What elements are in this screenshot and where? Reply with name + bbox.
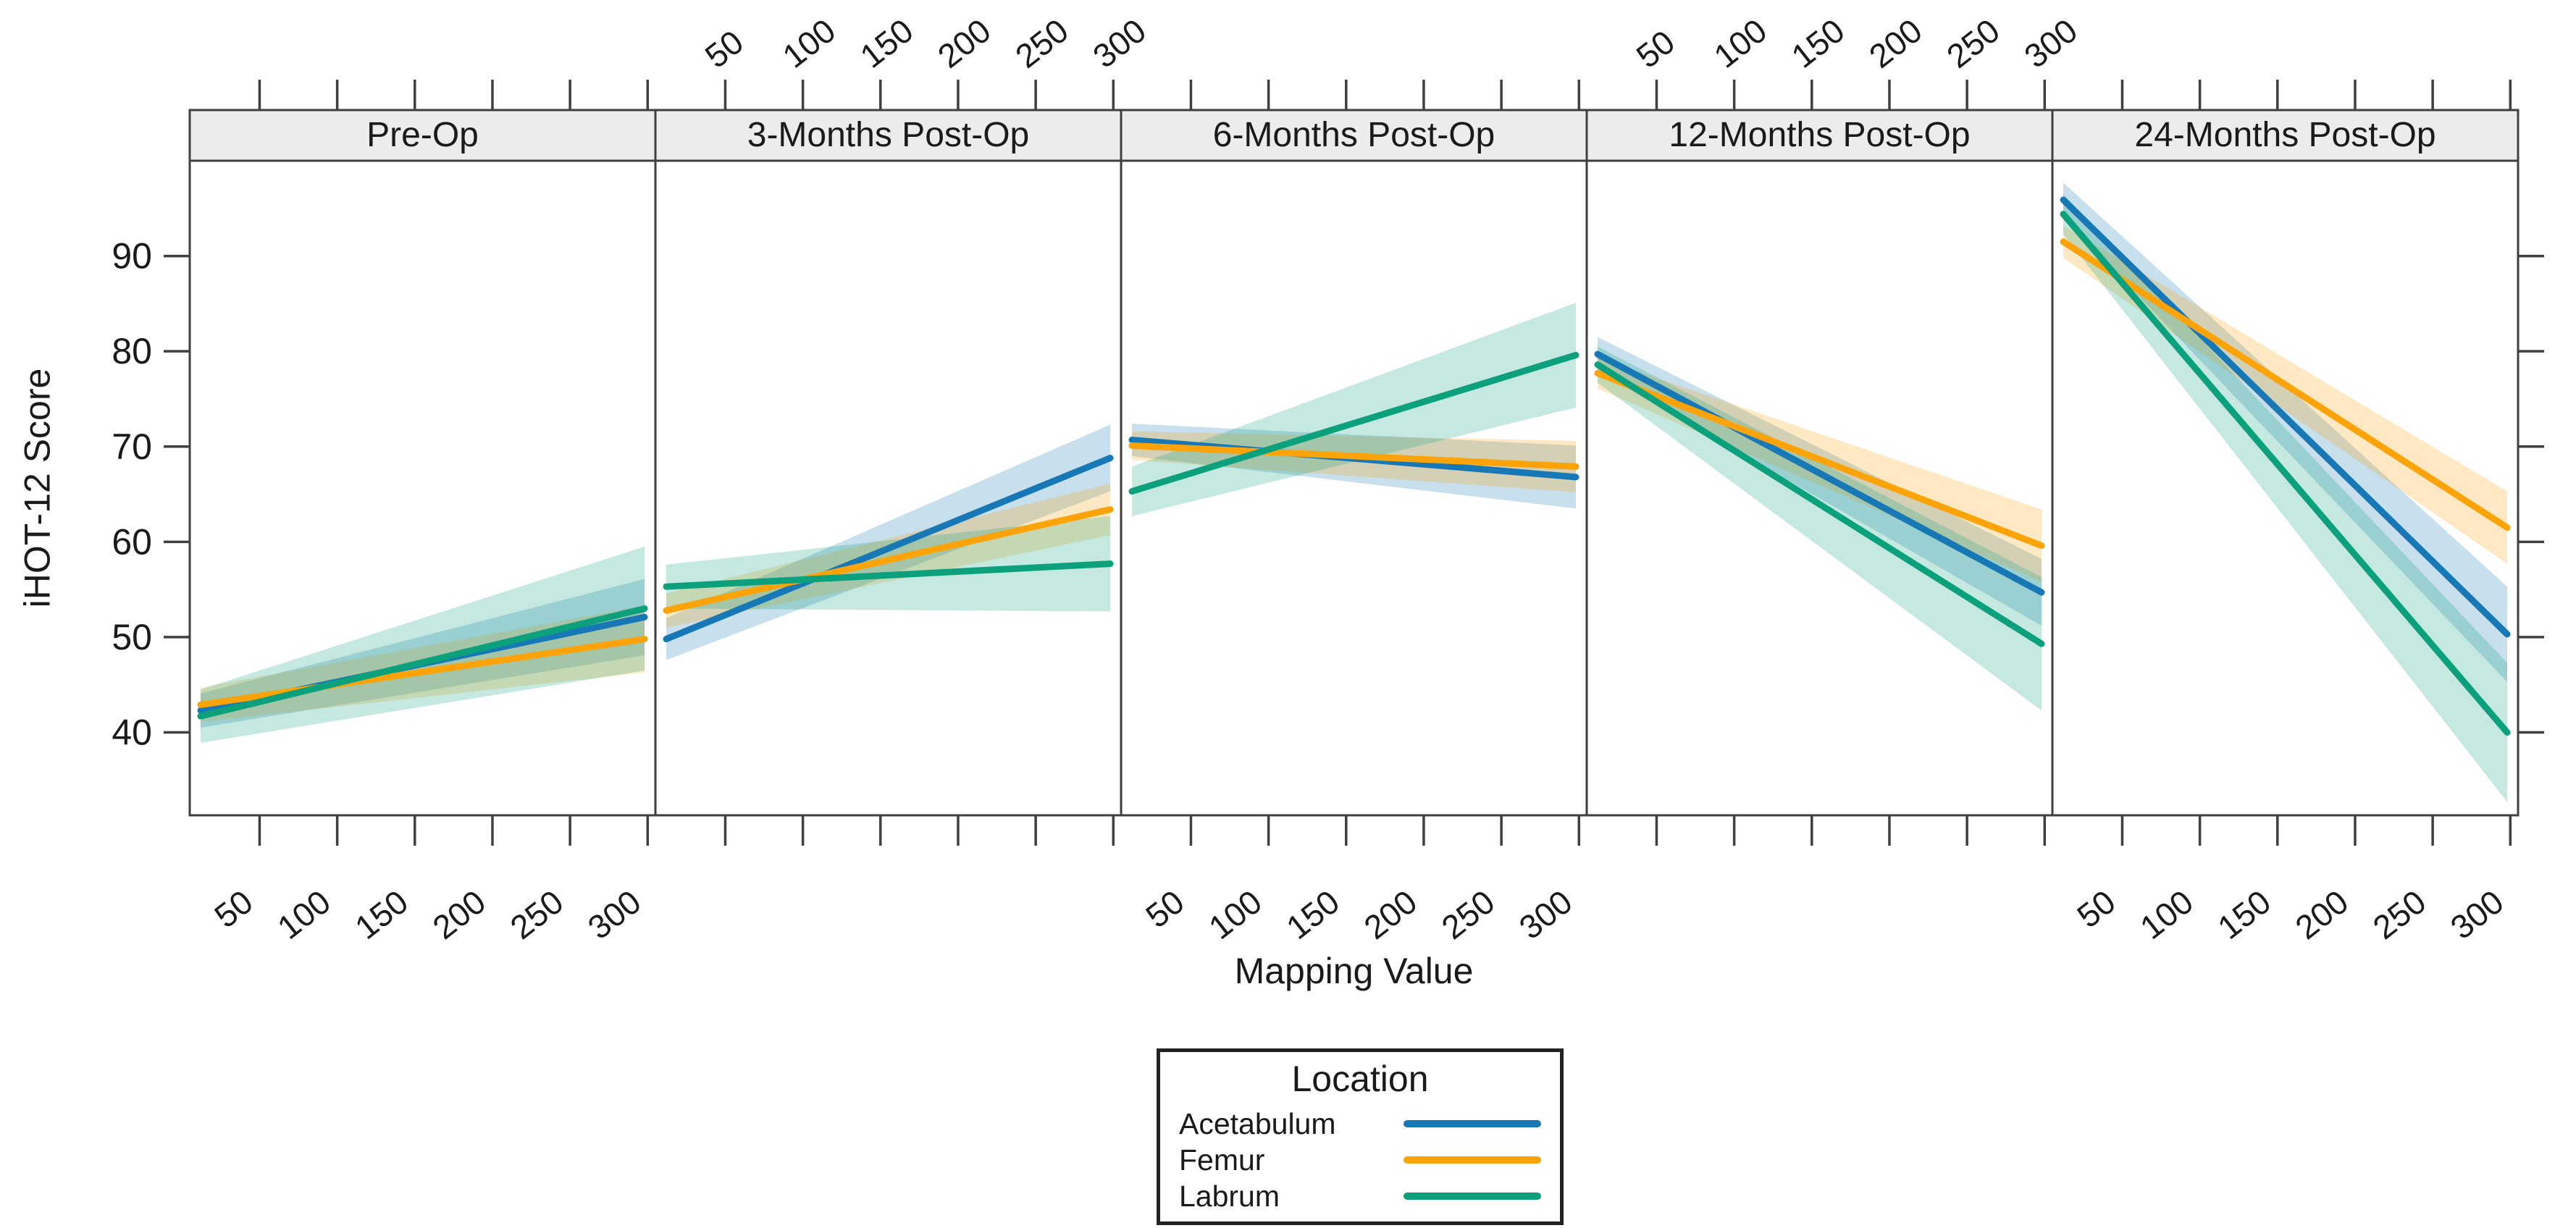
legend-swatch-labrum: [1404, 1193, 1541, 1200]
trend-line-acetabulum: [663, 455, 1114, 643]
y-axis-tick-label: 90: [112, 236, 152, 277]
ci-band-acetabulum: [1132, 424, 1576, 509]
ci-band-acetabulum: [666, 424, 1110, 660]
trend-line-femur: [1128, 442, 1579, 470]
ci-band-labrum: [201, 546, 645, 743]
ci-band-labrum: [1132, 303, 1576, 516]
legend-item-acetabulum: Acetabulum: [1160, 1106, 1560, 1142]
trend-line-femur: [663, 506, 1114, 614]
x-axis-title: Mapping Value: [1234, 951, 1474, 991]
y-axis-tick-label: 60: [112, 521, 152, 562]
panel-strip: [654, 109, 1123, 162]
trend-line-labrum: [1128, 351, 1579, 495]
panel-strip: [2051, 109, 2520, 162]
legend-label-femur: Femur: [1179, 1143, 1265, 1177]
trend-line-femur: [1594, 369, 2045, 550]
trend-line-labrum: [1594, 361, 2045, 647]
y-axis-tick-label: 80: [112, 331, 152, 371]
panel-strip: [188, 109, 657, 162]
panel-strip: [1585, 109, 2054, 162]
trend-line-femur: [2060, 238, 2511, 531]
legend-item-labrum: Labrum: [1160, 1178, 1560, 1214]
panel-title-3-months: 3-Months Post-Op: [747, 116, 1030, 154]
trend-line-acetabulum: [2060, 196, 2511, 638]
legend-label-labrum: Labrum: [1179, 1179, 1280, 1213]
trend-line-labrum: [2060, 211, 2511, 736]
legend-box: Location Acetabulum Femur Labrum: [1157, 1048, 1564, 1225]
y-axis-tick-label: 70: [112, 426, 152, 467]
legend-title: Location: [1291, 1059, 1429, 1099]
panel-frame: [2051, 159, 2520, 817]
ci-band-acetabulum: [1598, 337, 2042, 626]
trend-line-acetabulum: [1594, 350, 2045, 596]
trend-line-femur: [197, 636, 648, 708]
legend-item-femur: Femur: [1160, 1142, 1560, 1178]
trend-line-labrum: [197, 605, 648, 720]
panel-strip: [1120, 109, 1588, 162]
panel-title-24-months: 24-Months Post-Op: [2134, 116, 2436, 154]
legend-swatch-femur: [1404, 1156, 1541, 1164]
y-axis-tick-label: 40: [112, 712, 152, 753]
y-axis-title-text: iHOT-12 Score: [17, 368, 58, 608]
y-axis-title: iHOT-12 Score: [4, 161, 70, 815]
legend-label-acetabulum: Acetabulum: [1179, 1106, 1336, 1140]
panel-title-12-months: 12-Months Post-Op: [1669, 116, 1971, 154]
trend-line-labrum: [663, 560, 1114, 590]
panel-title-6-months: 6-Months Post-Op: [1212, 116, 1495, 154]
y-axis-tick-label: 50: [112, 617, 152, 657]
legend-swatch-acetabulum: [1404, 1120, 1541, 1127]
panel-title-pre-op: Pre-Op: [366, 116, 479, 154]
